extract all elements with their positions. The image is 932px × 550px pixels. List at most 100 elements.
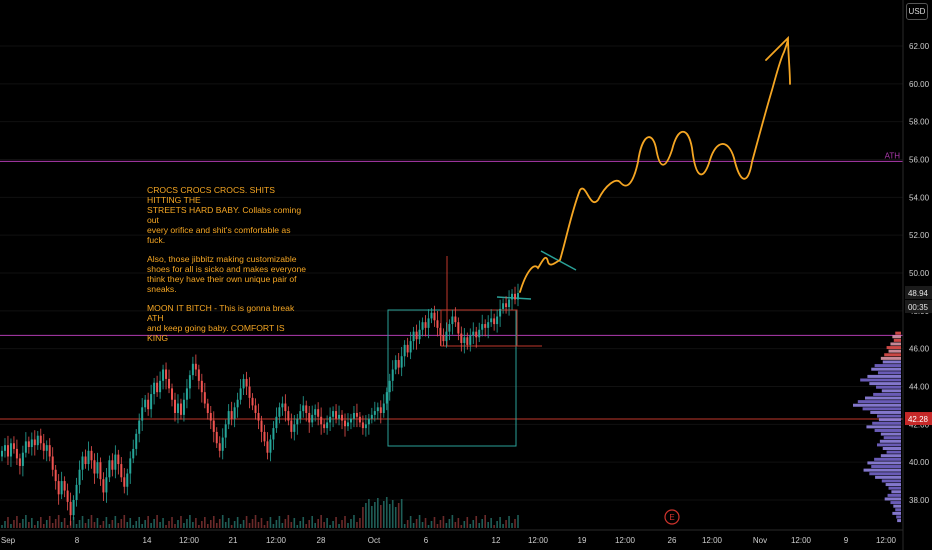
candle-body xyxy=(48,445,51,457)
volume-profile-row xyxy=(879,439,901,443)
candle-body xyxy=(185,388,188,400)
volume-bar xyxy=(400,499,403,528)
volume-bar xyxy=(293,518,296,528)
volume-bar xyxy=(177,520,179,528)
candle-body xyxy=(490,318,493,323)
chart-gridlines xyxy=(0,45,903,501)
volume-bar xyxy=(10,524,12,528)
volume-bar xyxy=(168,521,170,528)
volume-bar xyxy=(209,520,212,528)
x-tick-label: 8 xyxy=(75,536,80,545)
volume-profile-row xyxy=(860,378,901,382)
volume-profile-row xyxy=(865,396,901,400)
volume-bar xyxy=(341,520,343,528)
x-tick-label: 12:00 xyxy=(876,536,897,545)
candle-body xyxy=(66,490,69,502)
volume-bar xyxy=(227,518,230,528)
candle-body xyxy=(397,360,400,368)
y-tick-label: 38.00 xyxy=(909,496,930,505)
volume-bar xyxy=(511,523,513,528)
volume-bar xyxy=(60,522,63,528)
candle-body xyxy=(355,412,358,417)
candle-body xyxy=(75,484,78,500)
volume-bar xyxy=(323,522,325,528)
volume-bar xyxy=(517,515,519,528)
volume-bar xyxy=(42,524,45,528)
candle-body xyxy=(218,443,221,451)
volume-bar xyxy=(171,517,173,528)
candle-body xyxy=(147,399,150,410)
volume-profile-row xyxy=(874,428,901,432)
volume-bar xyxy=(51,523,54,528)
candle-body xyxy=(236,399,239,408)
volume-bar xyxy=(332,521,334,528)
candle-body xyxy=(433,312,436,321)
candle-body xyxy=(436,320,439,328)
candle-body xyxy=(266,441,269,453)
candle-body xyxy=(263,431,266,442)
time-axis[interactable]: Sep 8 14 12:00 21 12:00 28 Oct 6 12 12:00 19 12:00 26… xyxy=(1,536,897,545)
volume-bar xyxy=(326,518,328,528)
volume-bar xyxy=(215,523,218,528)
earnings-event-marker[interactable]: E xyxy=(664,509,680,525)
candle-body xyxy=(54,469,57,482)
candle-body xyxy=(209,412,212,421)
candle-body xyxy=(302,405,305,412)
volume-bar xyxy=(36,521,39,528)
x-tick-label: 6 xyxy=(424,536,429,545)
candle-body xyxy=(290,420,293,432)
candle-body xyxy=(12,443,15,449)
x-tick-label: 12:00 xyxy=(615,536,636,545)
candle-body xyxy=(427,318,430,328)
volume-bar xyxy=(421,522,424,528)
candle-body xyxy=(27,441,30,448)
candle-body xyxy=(176,403,179,413)
volume-profile-row xyxy=(895,508,901,512)
volume-bar xyxy=(377,498,379,528)
volume-bar xyxy=(132,525,135,528)
volume-bar xyxy=(385,497,388,528)
candle-body xyxy=(257,412,260,421)
volume-bar xyxy=(499,517,501,528)
volume-bar xyxy=(269,517,272,528)
volume-bars xyxy=(1,497,519,528)
candle-body xyxy=(90,450,93,461)
volume-bar xyxy=(463,521,466,528)
candle-body xyxy=(293,424,296,432)
volume-bar xyxy=(102,521,105,528)
candle-body xyxy=(84,456,87,465)
volume-bar xyxy=(254,515,257,528)
candle-body xyxy=(42,443,45,451)
svg-text:E: E xyxy=(669,513,674,522)
volume-bar xyxy=(448,519,451,528)
candle-body xyxy=(245,378,248,387)
volume-bar xyxy=(415,519,418,528)
candle-body xyxy=(481,324,484,330)
candle-body xyxy=(230,411,233,419)
candle-body xyxy=(487,322,490,328)
candle-body xyxy=(51,456,54,470)
volume-bar xyxy=(224,522,227,528)
volume-profile-row xyxy=(884,497,901,501)
volume-bar xyxy=(302,517,305,528)
candle-body xyxy=(379,407,382,413)
currency-label[interactable]: USD xyxy=(906,3,928,20)
candle-body xyxy=(132,448,135,459)
volume-bar xyxy=(57,515,60,528)
candle-body xyxy=(203,392,206,404)
x-tick-label: 26 xyxy=(668,536,677,545)
trend-line xyxy=(496,296,532,300)
candle-body xyxy=(457,322,460,334)
candle-body xyxy=(165,369,168,379)
volume-bar xyxy=(350,519,352,528)
volume-bar xyxy=(514,519,516,528)
candle-body xyxy=(272,428,275,440)
volume-bar xyxy=(87,519,90,528)
candle-body xyxy=(517,293,519,300)
volume-bar xyxy=(16,516,18,528)
candle-body xyxy=(484,324,487,328)
volume-bar xyxy=(496,521,498,528)
volume-bar xyxy=(299,521,302,528)
volume-bar xyxy=(436,524,439,528)
